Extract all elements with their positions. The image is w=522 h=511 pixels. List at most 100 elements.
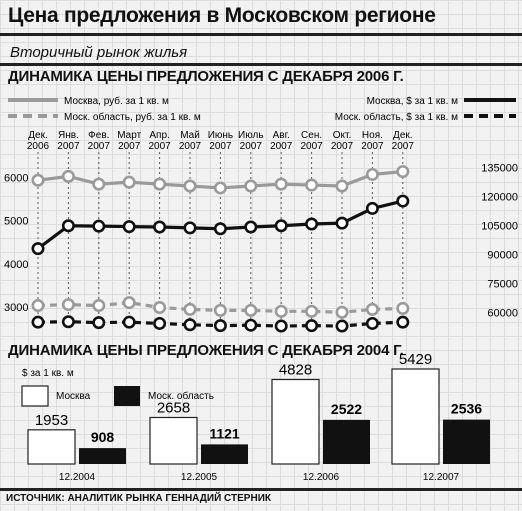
data-point bbox=[335, 216, 349, 230]
legend-swatch bbox=[21, 385, 49, 407]
bar-value-label: 4828 bbox=[279, 362, 312, 379]
right-axis-tick-label: 75000 bbox=[487, 278, 518, 290]
right-axis-tick-label: 60000 bbox=[487, 307, 518, 319]
month-label: Сен. bbox=[301, 130, 322, 141]
year-label: 2007 bbox=[57, 141, 80, 152]
year-label: 2007 bbox=[392, 141, 415, 152]
data-point bbox=[183, 179, 197, 193]
right-axis-tick-label: 120000 bbox=[481, 192, 518, 204]
month-label: Май bbox=[180, 130, 200, 141]
data-point bbox=[396, 165, 410, 179]
right-axis-tick-label: 135000 bbox=[481, 163, 518, 175]
bar-chart-title: ДИНАМИКА ЦЕНЫ ПРЕДЛОЖЕНИЯ С ДЕКАБРЯ 2004… bbox=[8, 342, 404, 359]
year-label: 2007 bbox=[88, 141, 111, 152]
left-axis-tick-label: 6000 bbox=[4, 172, 28, 184]
data-point bbox=[365, 201, 379, 215]
bar-unit-label: $ за 1 кв. м bbox=[22, 368, 74, 379]
data-point bbox=[305, 319, 319, 333]
month-label: Март bbox=[117, 130, 141, 141]
year-label: 2007 bbox=[240, 141, 263, 152]
footer-rule bbox=[0, 488, 522, 491]
bar-moscow bbox=[149, 416, 198, 465]
page-subtitle: Вторичный рынок жилья bbox=[10, 44, 188, 61]
data-point bbox=[31, 173, 45, 187]
data-point bbox=[396, 315, 410, 329]
right-axis-tick-label: 90000 bbox=[487, 249, 518, 261]
data-point bbox=[365, 302, 379, 316]
bar-value-label: 1953 bbox=[35, 412, 68, 429]
month-label: Июнь bbox=[208, 130, 233, 141]
bar-moscow bbox=[271, 378, 320, 465]
data-point bbox=[274, 177, 288, 191]
month-label: Янв. bbox=[58, 130, 79, 141]
legend-label: Москва bbox=[56, 391, 91, 402]
year-label: 2006 bbox=[27, 141, 50, 152]
bar-oblast bbox=[201, 444, 248, 464]
line-chart-title: ДИНАМИКА ЦЕНЫ ПРЕДЛОЖЕНИЯ С ДЕКАБРЯ 2006… bbox=[8, 68, 404, 85]
source-note: Источник: аналитик рынка Геннадий Стерни… bbox=[6, 493, 271, 504]
data-point bbox=[153, 177, 167, 191]
legend-swatch bbox=[114, 386, 140, 406]
legend-label: Моск. область bbox=[148, 390, 214, 402]
data-point bbox=[244, 318, 258, 332]
month-label: Фев. bbox=[88, 130, 109, 141]
data-point bbox=[274, 319, 288, 333]
legend-label: Моск. область, $ за 1 кв. м bbox=[335, 111, 458, 123]
year-label: 2007 bbox=[118, 141, 141, 152]
data-point bbox=[31, 242, 45, 256]
data-point bbox=[92, 316, 106, 330]
year-label: 2007 bbox=[179, 141, 202, 152]
data-point bbox=[213, 222, 227, 236]
data-point bbox=[61, 315, 75, 329]
right-axis-tick-label: 105000 bbox=[481, 221, 518, 233]
bar-value-label: 2658 bbox=[157, 399, 190, 416]
data-point bbox=[244, 220, 258, 234]
year-label: 2007 bbox=[300, 141, 323, 152]
month-label: Ноя. bbox=[362, 130, 383, 141]
year-label: 2007 bbox=[270, 141, 293, 152]
data-point bbox=[396, 301, 410, 315]
data-point bbox=[213, 181, 227, 195]
bar-moscow bbox=[391, 368, 440, 465]
data-point bbox=[92, 299, 106, 313]
year-label: 2007 bbox=[361, 141, 384, 152]
data-point bbox=[335, 319, 349, 333]
data-point bbox=[305, 178, 319, 192]
bar-oblast bbox=[79, 448, 126, 464]
category-label: 12.2007 bbox=[423, 472, 460, 483]
data-point bbox=[335, 179, 349, 193]
bar-value-label: 1121 bbox=[209, 425, 240, 441]
data-point bbox=[274, 304, 288, 318]
month-label: Авг. bbox=[273, 130, 290, 141]
data-point bbox=[213, 319, 227, 333]
data-point bbox=[244, 179, 258, 193]
line-chart: Дек.2006Янв.2007Фев.2007Март2007Апр.2007… bbox=[4, 95, 518, 333]
data-point bbox=[153, 316, 167, 330]
year-label: 2007 bbox=[209, 141, 232, 152]
legend-label: Моск. область, руб. за 1 кв. м bbox=[64, 111, 201, 123]
data-point bbox=[305, 217, 319, 231]
data-point bbox=[335, 305, 349, 319]
data-point bbox=[274, 219, 288, 233]
data-point bbox=[365, 167, 379, 181]
left-axis-tick-label: 3000 bbox=[4, 302, 28, 314]
data-point bbox=[122, 175, 136, 189]
data-point bbox=[92, 177, 106, 191]
month-label: Апр. bbox=[149, 130, 169, 141]
year-label: 2007 bbox=[148, 141, 171, 152]
data-point bbox=[365, 316, 379, 330]
data-point bbox=[244, 303, 258, 317]
title-rule bbox=[0, 33, 522, 36]
legend-label: Москва, $ за 1 кв. м bbox=[367, 96, 459, 107]
year-label: 2007 bbox=[331, 141, 354, 152]
category-label: 12.2006 bbox=[303, 472, 340, 483]
month-label: Дек. bbox=[28, 130, 48, 141]
category-label: 12.2005 bbox=[181, 472, 218, 483]
category-label: 12.2004 bbox=[59, 472, 96, 483]
data-point bbox=[122, 296, 136, 310]
data-point bbox=[396, 194, 410, 208]
data-point bbox=[305, 304, 319, 318]
data-point bbox=[61, 169, 75, 183]
